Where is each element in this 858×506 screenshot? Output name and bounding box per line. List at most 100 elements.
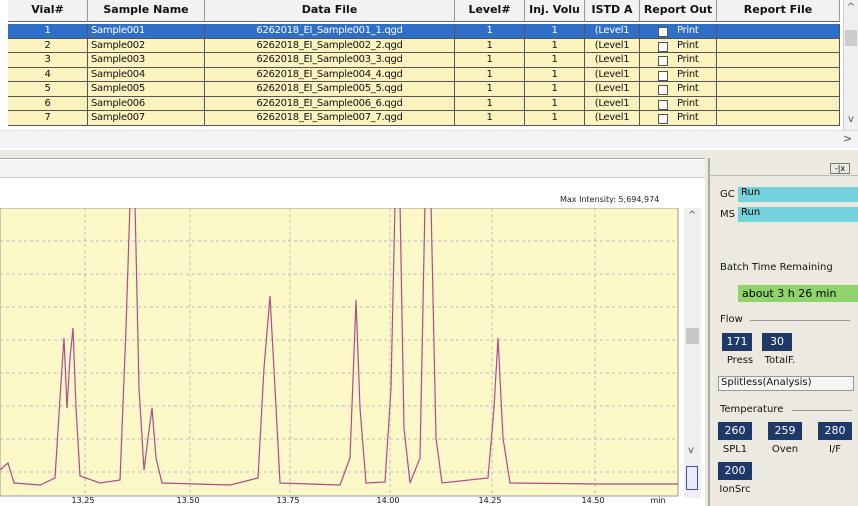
table-cell[interactable]: 1 [455,38,525,53]
table-cell[interactable]: Sample007 [88,111,205,126]
table-cell[interactable]: Sample005 [88,82,205,97]
column-header[interactable]: Report File [717,0,840,22]
table-cell[interactable]: 1 [525,24,585,39]
table-cell[interactable]: Print [640,24,717,39]
table-cell[interactable]: 1 [455,96,525,111]
h-scrollbar[interactable] [0,130,858,148]
table-cell[interactable]: Sample003 [88,53,205,68]
table-cell[interactable]: 1 [525,82,585,97]
table-cell[interactable]: 1 [455,24,525,39]
x-tick-label: 14.50 [581,496,605,505]
column-header[interactable]: ISTD A [585,0,640,22]
scroll-down[interactable]: v [848,114,854,125]
scroll-right[interactable]: > [843,132,853,145]
table-cell[interactable]: 1 [455,67,525,82]
column-header[interactable]: Data File [205,0,455,22]
temp-name: Oven [771,444,799,455]
table-cell[interactable]: 1 [455,53,525,68]
table-cell[interactable]: 1 [525,38,585,53]
checkbox[interactable] [658,56,668,66]
table-cell[interactable]: Print [640,67,717,82]
report-file-cell[interactable] [717,67,840,82]
panel-toolbar [0,160,705,178]
report-file-cell[interactable] [717,38,840,53]
plot-area [0,208,679,497]
checkbox[interactable] [658,99,668,110]
x-tick-label: min [650,496,666,505]
column-header[interactable]: Level# [455,0,525,22]
table-cell[interactable]: 6262018_EI_Sample001_1.qgd [205,24,455,39]
checkbox[interactable] [658,114,668,124]
table-cell[interactable]: (Level1 [585,67,640,82]
table-cell[interactable]: 1 [525,53,585,68]
column-header[interactable]: Sample Name [88,0,205,22]
checkbox[interactable] [658,85,668,95]
batch-label: Batch Time Remaining [720,262,833,273]
flow-label: Flow [720,314,743,325]
table-cell[interactable]: 4 [8,67,88,82]
table-cell[interactable]: Print [640,82,717,97]
table-cell[interactable]: 7 [8,111,88,126]
flow-value: 171 [722,333,752,351]
table-cell[interactable]: 6262018_EI_Sample006_6.qgd [205,96,455,111]
table-scrollbar[interactable] [843,0,858,130]
table-cell[interactable]: 6262018_EI_Sample003_3.qgd [205,53,455,68]
table-cell[interactable]: Print [640,38,717,53]
table-cell[interactable]: (Level1 [585,82,640,97]
table-cell[interactable]: 2 [8,38,88,53]
table-cell[interactable]: 6262018_EI_Sample005_5.qgd [205,82,455,97]
table-cell[interactable]: (Level1 [585,111,640,126]
report-file-cell[interactable] [717,96,840,111]
scroll-thumb[interactable] [845,30,857,46]
table-cell[interactable]: Sample006 [88,96,205,111]
column-header[interactable]: Report Out [640,0,717,22]
table-cell[interactable]: 6262018_EI_Sample007_7.qgd [205,111,455,126]
separator [750,320,850,321]
table-cell[interactable]: 1 [525,67,585,82]
table-cell[interactable]: 6262018_EI_Sample002_2.qgd [205,38,455,53]
column-header[interactable]: Inj. Volu [525,0,585,22]
report-file-cell[interactable] [717,53,840,68]
report-file-cell[interactable] [717,82,840,97]
table-cell[interactable]: 6 [8,96,88,111]
scroll-up[interactable]: ^ [846,2,856,13]
checkbox[interactable] [658,70,668,81]
column-header[interactable]: Vial# [8,0,88,22]
plot-scroll-down[interactable]: v [688,445,694,456]
table-cell[interactable]: Print [640,53,717,68]
table-cell[interactable]: Sample004 [88,67,205,82]
plot-scroll-thumb[interactable] [686,328,699,344]
report-file-cell[interactable] [717,24,840,39]
table-cell[interactable]: 5 [8,82,88,97]
table-cell[interactable]: 3 [8,53,88,68]
checkbox[interactable] [658,41,668,52]
table-cell[interactable]: Print [640,111,717,126]
window-buttons[interactable]: -|x [830,163,850,174]
table-cell[interactable]: (Level1 [585,24,640,39]
report-file-cell[interactable] [717,111,840,126]
ms-label: MS [720,209,735,220]
plot-scroll-up[interactable]: ^ [688,210,697,221]
table-cell[interactable]: 1 [455,111,525,126]
x-tick-label: 14.00 [376,496,400,505]
checkbox[interactable] [658,27,668,37]
table-cell[interactable]: (Level1 [585,96,640,111]
temp-value: 280 [818,422,852,440]
temp-name: IonSrc [719,484,751,495]
table-cell[interactable]: (Level1 [585,38,640,53]
flow-name: Press [726,355,754,366]
status-header [710,160,858,176]
table-cell[interactable]: Sample002 [88,38,205,53]
table-cell[interactable]: 6262018_EI_Sample004_4.qgd [205,67,455,82]
table-cell[interactable]: Sample001 [88,24,205,39]
zoom-buttons[interactable] [686,466,698,490]
table-cell[interactable]: 1 [8,24,88,39]
table-cell[interactable]: 1 [455,82,525,97]
table-cell[interactable]: 1 [525,111,585,126]
table-cell[interactable]: 1 [525,96,585,111]
table-cell[interactable]: Print [640,96,717,111]
table-cell[interactable]: (Level1 [585,53,640,68]
gc-label: GC [720,189,735,200]
plot-scrollbar[interactable] [684,208,701,498]
